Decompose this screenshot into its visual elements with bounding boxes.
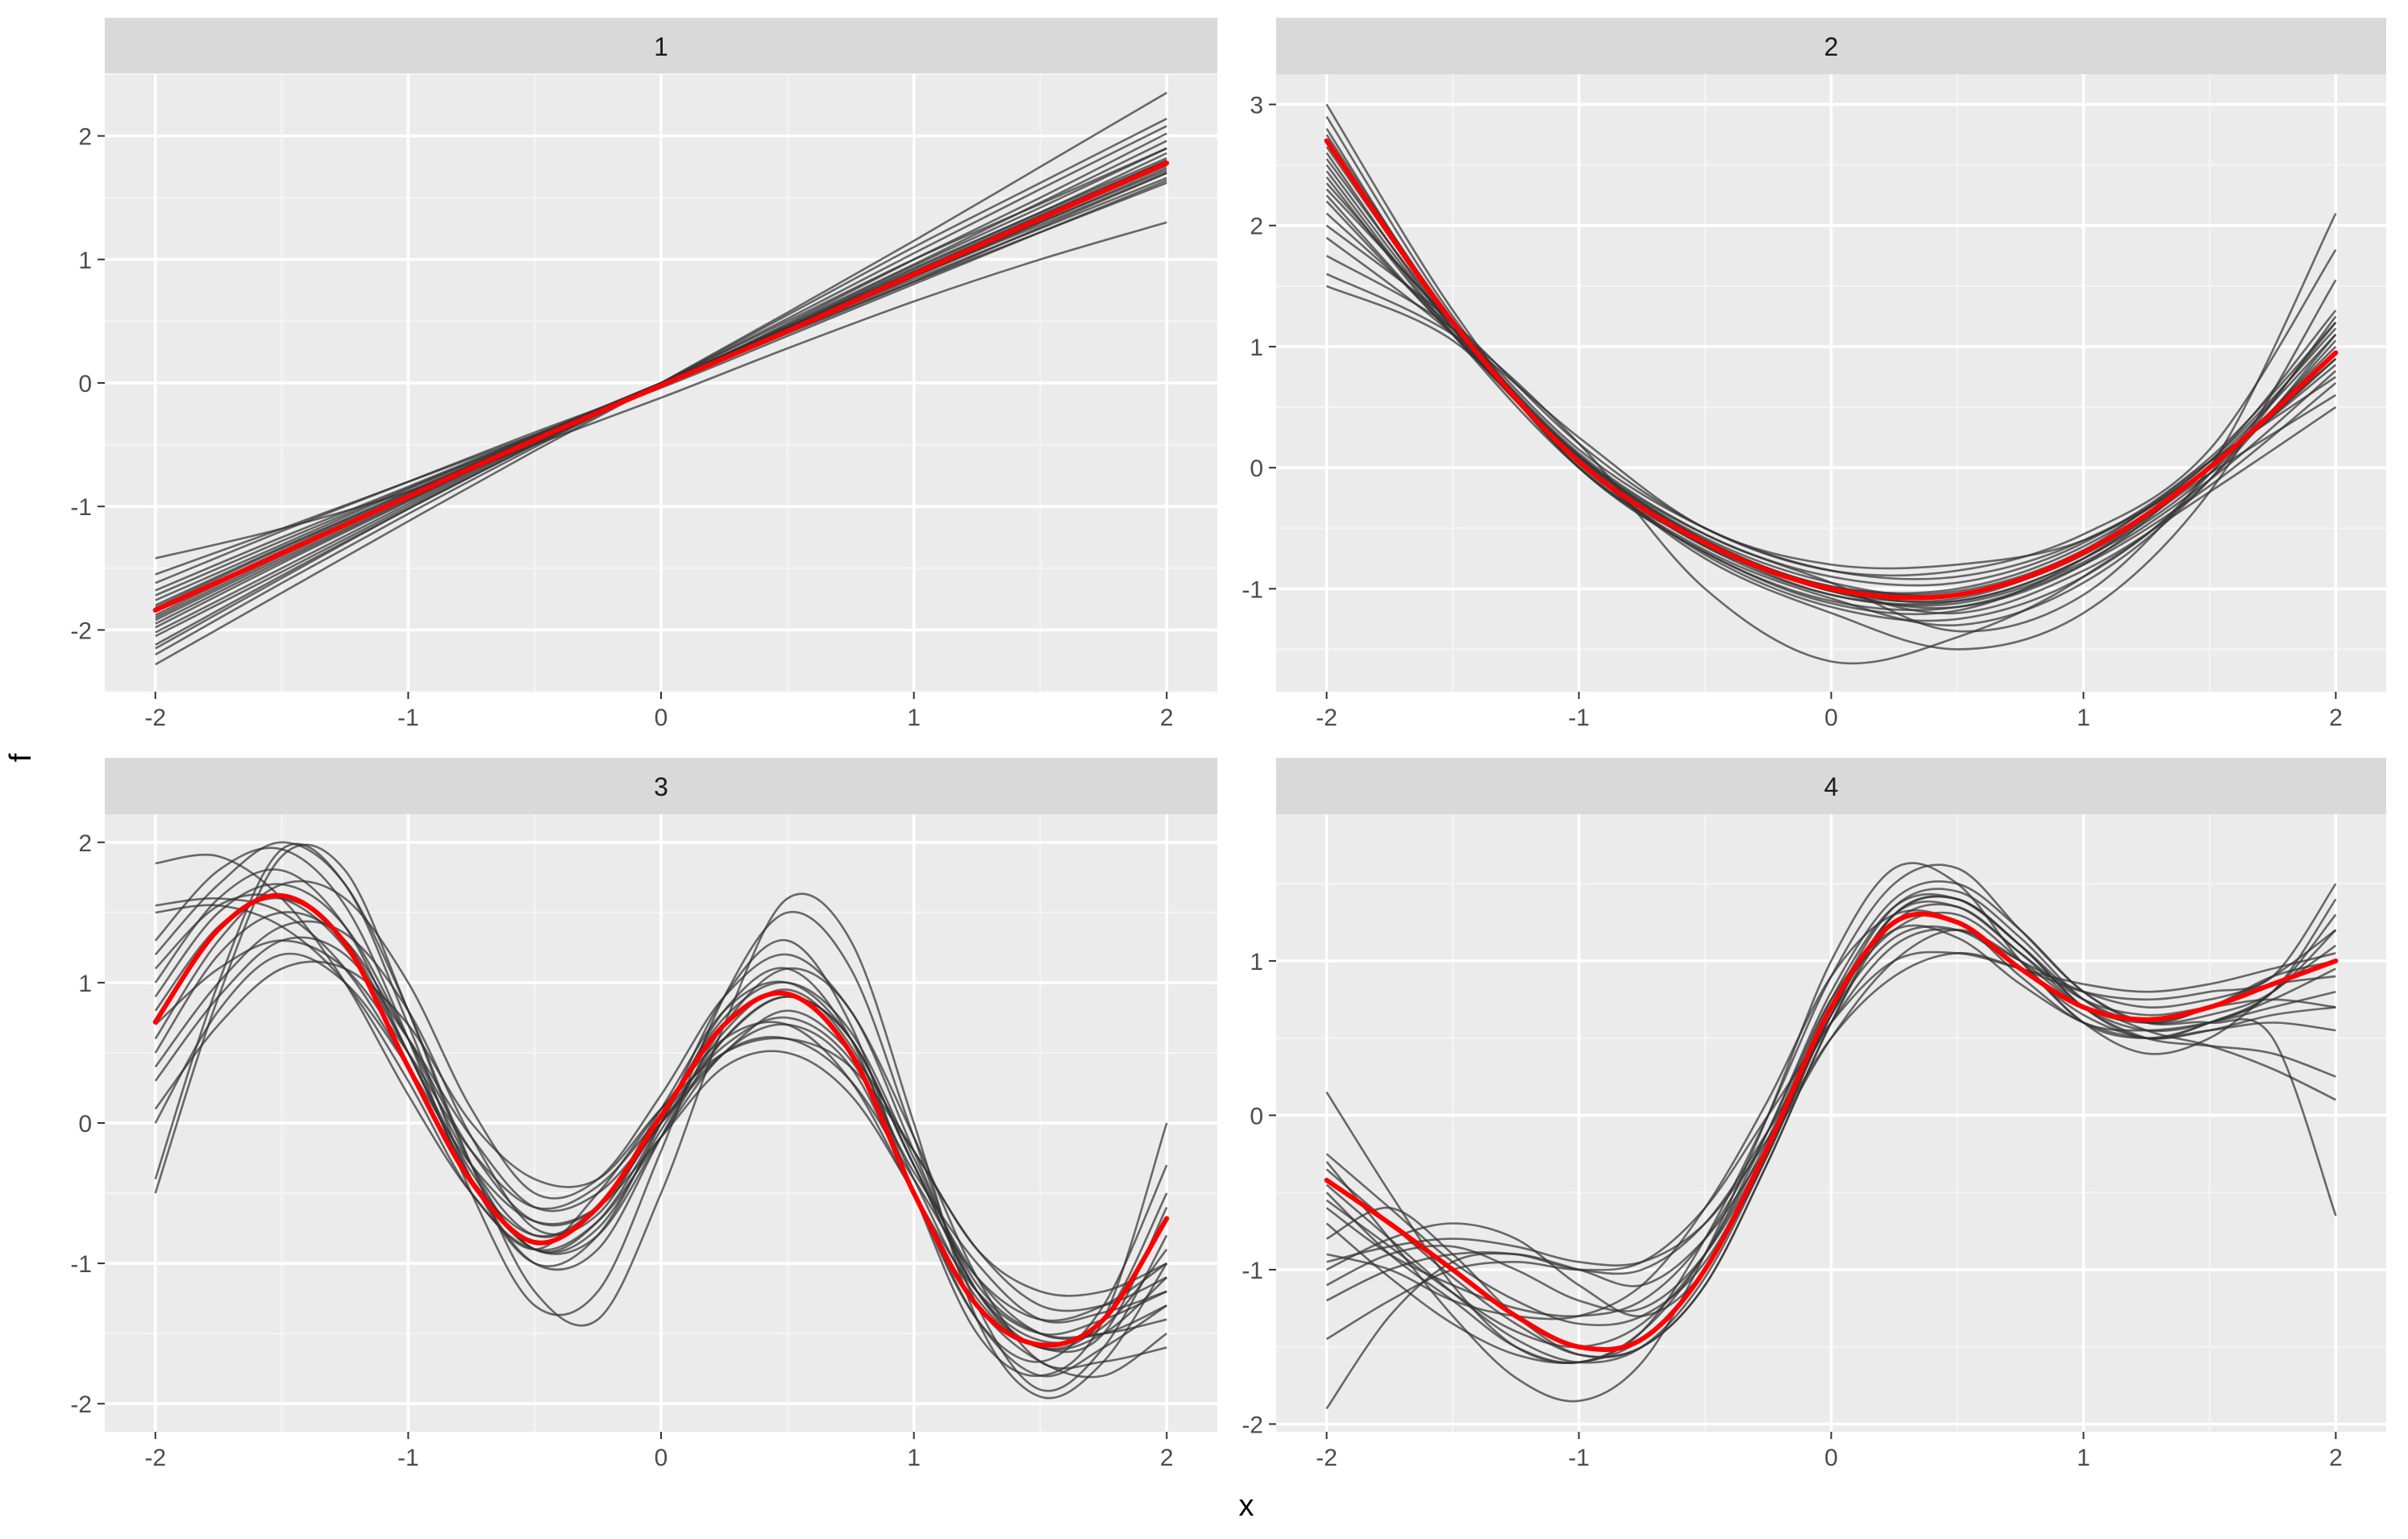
y-tick-label: 1 [78, 247, 92, 274]
facet-strip-label: 3 [654, 772, 668, 801]
mean-line [1324, 138, 2339, 601]
facet-panel-3: 3 -2 -1 0 1 2 -2 -1 0 1 2 [70, 758, 1217, 1471]
x-tick-label: -2 [1316, 1445, 1337, 1471]
y-tick-label: -2 [1241, 1412, 1263, 1438]
facet-strip [105, 758, 1217, 814]
x-tick-label: 1 [907, 1445, 921, 1471]
x-tick-label: -1 [397, 1445, 419, 1471]
sample-line-18 [154, 893, 1168, 1354]
series-lines [1324, 862, 2339, 1410]
sample-line-17 [1325, 892, 2337, 1349]
sample-line-1 [155, 221, 1167, 559]
y-tick-label: 1 [78, 971, 92, 997]
x-tick-label: -2 [144, 705, 166, 731]
sample-line-16 [1326, 925, 2336, 1312]
y-tick-label: 0 [78, 371, 92, 397]
series-lines [1324, 103, 2339, 665]
x-tick-label: -1 [1568, 1445, 1590, 1471]
mean-line [152, 892, 1170, 1348]
x-tick-label: -2 [1316, 705, 1337, 731]
x-tick-label: 2 [1160, 705, 1174, 731]
y-tick-label: 0 [1250, 455, 1263, 482]
x-tick-label: 2 [2329, 705, 2343, 731]
y-tick-label: 3 [1250, 93, 1263, 119]
y-tick-label: -1 [1241, 576, 1263, 603]
mean-line [1324, 911, 2339, 1353]
series-lines [152, 91, 1170, 666]
sample-line-2 [1325, 862, 2337, 1403]
y-tick-label: 0 [1250, 1103, 1263, 1129]
x-tick-label: 2 [2329, 1445, 2343, 1471]
sample-line-10 [154, 960, 1167, 1297]
x-tick-label: 0 [1824, 1445, 1838, 1471]
sample-line-12 [1325, 213, 2337, 665]
sample-line-15 [155, 904, 1168, 1378]
facet-strip [105, 18, 1217, 74]
x-tick-label: 1 [2077, 705, 2090, 731]
facet-strip-label: 2 [1824, 32, 1839, 61]
sample-line-3 [1325, 880, 2337, 1364]
x-tick-label: 1 [2077, 1445, 2090, 1471]
y-tick-label: 2 [1250, 214, 1263, 240]
facet-panel-2: 2 -2 -1 0 1 2 -1 0 1 2 3 [1241, 18, 2386, 731]
sample-line-20 [1325, 194, 2337, 605]
y-tick-label: -2 [70, 1391, 92, 1418]
facet-strip [1276, 18, 2386, 74]
x-tick-label: 0 [655, 1445, 668, 1471]
y-axis-title: f [4, 753, 38, 762]
y-tick-label: 2 [78, 124, 92, 151]
sample-line-10 [1325, 224, 2337, 577]
sample-line-12 [154, 880, 1167, 1370]
x-tick-label: 0 [655, 705, 668, 731]
facet-strip [1276, 758, 2386, 814]
x-tick-label: -1 [1568, 705, 1590, 731]
x-tick-label: 0 [1824, 705, 1838, 731]
sample-line-5 [154, 841, 1168, 1400]
x-tick-label: 2 [1160, 1445, 1174, 1471]
x-tick-label: 1 [907, 705, 921, 731]
x-tick-label: -1 [397, 705, 419, 731]
x-axis-title: x [1239, 1489, 1254, 1523]
y-tick-label: 1 [1250, 949, 1263, 975]
sample-line-17 [155, 179, 1167, 576]
facet-strip-label: 1 [654, 32, 668, 61]
y-tick-label: -1 [70, 1251, 92, 1278]
sample-line-6 [154, 846, 1168, 1392]
mean-line [152, 160, 1170, 613]
facet-panel-1: 1 -2 -1 0 1 2 -2 -1 0 1 2 [70, 18, 1217, 731]
series-lines [152, 841, 1170, 1400]
facet-panels: 1 -2 -1 0 1 2 -2 -1 0 1 2 2 -2 -1 0 1 2 -1 0 1 2 3 3 -2 -1 0 1 2 -2 -… [70, 18, 2386, 1471]
y-tick-label: 0 [78, 1111, 92, 1138]
facet-panel-4: 4 -2 -1 0 1 2 -2 -1 0 1 [1241, 758, 2386, 1471]
y-tick-label: -1 [1241, 1258, 1263, 1284]
y-tick-label: -1 [70, 494, 92, 521]
sample-line-15 [1326, 883, 2337, 1267]
facet-strip-label: 4 [1824, 772, 1839, 801]
y-tick-label: -2 [70, 618, 92, 644]
y-tick-label: 2 [78, 830, 92, 857]
x-tick-label: -2 [144, 1445, 166, 1471]
y-tick-label: 1 [1250, 335, 1263, 361]
